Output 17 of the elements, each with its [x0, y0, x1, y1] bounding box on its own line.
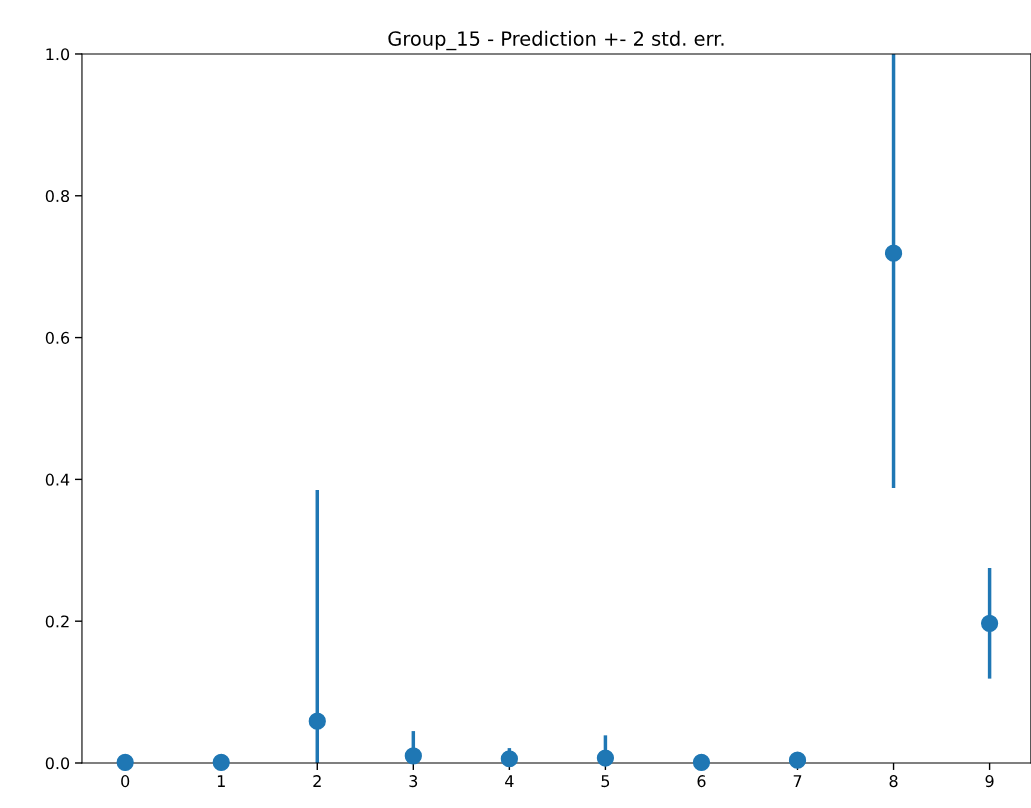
- y-tick-label: 0.8: [45, 189, 70, 203]
- x-tick-label: 5: [601, 775, 610, 788]
- x-tick-label: 8: [889, 775, 898, 788]
- x-tick-label: 6: [697, 775, 706, 788]
- x-tick-label: 4: [505, 775, 514, 787]
- x-tick-label: 1: [217, 775, 225, 787]
- y-tick-label: 0.0: [45, 757, 70, 770]
- x-tick-label: 9: [985, 775, 994, 788]
- y-tick-label: 0.2: [45, 615, 69, 628]
- y-tick-label: 1.0: [46, 48, 70, 61]
- x-tick-label: 7: [793, 775, 802, 787]
- y-tick-label: 0.4: [45, 473, 70, 486]
- x-tick-label: 3: [409, 775, 418, 788]
- chart-title: Group_15 - Prediction +- 2 std. err.: [388, 30, 724, 51]
- x-tick-label: 0: [121, 775, 130, 788]
- y-tick-label: 0.6: [45, 331, 70, 344]
- x-tick-label: 2: [313, 775, 321, 787]
